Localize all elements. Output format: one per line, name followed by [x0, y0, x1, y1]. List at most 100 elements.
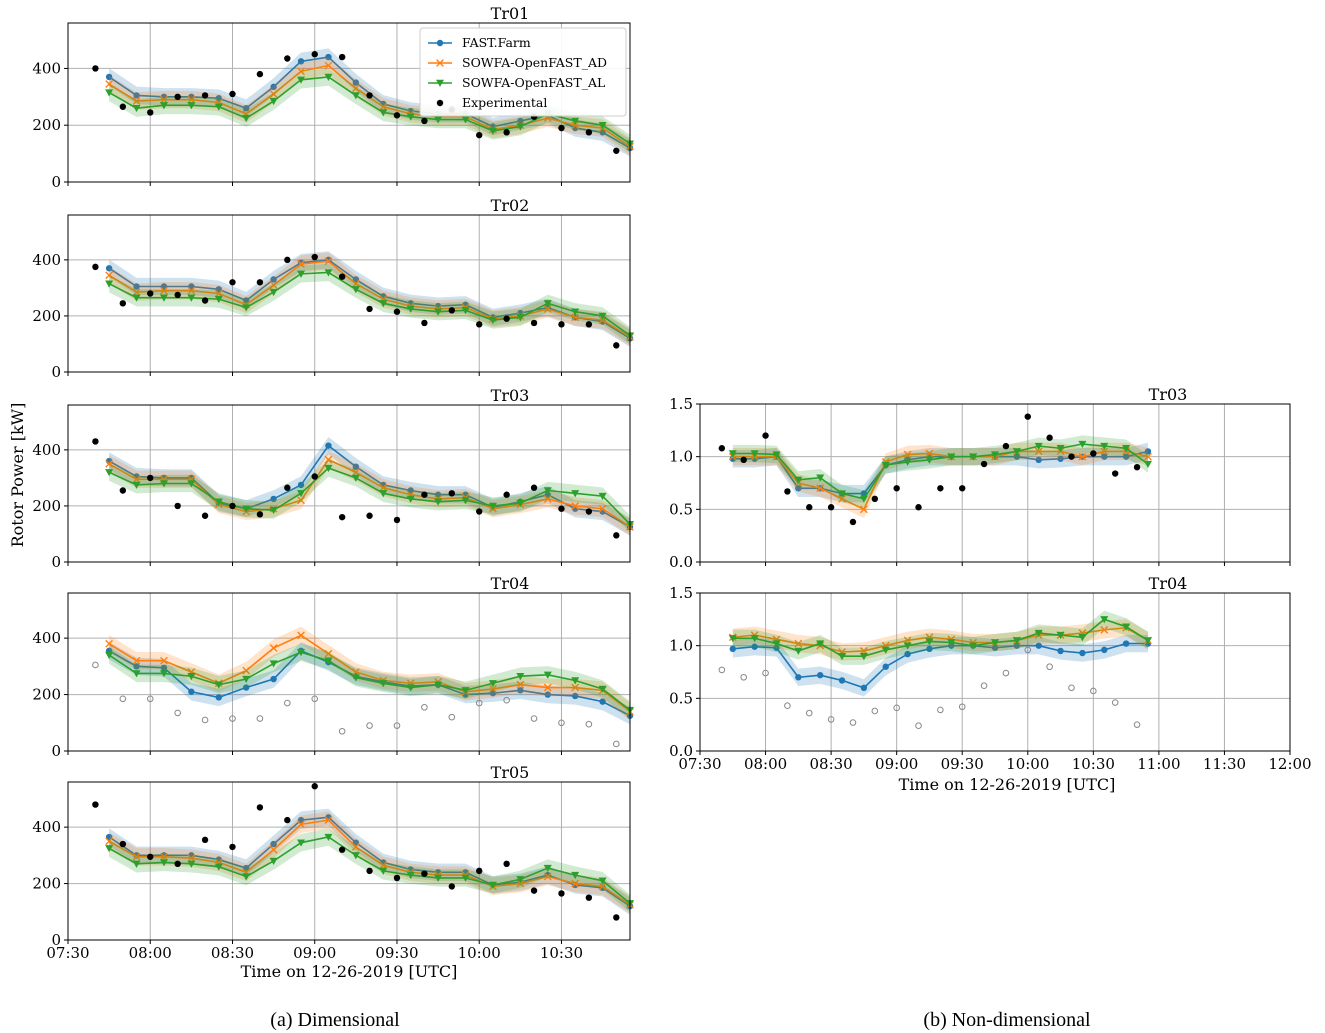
- data-point: [297, 67, 305, 76]
- data-point: [489, 685, 497, 693]
- data-point: [324, 464, 333, 473]
- uncertainty-band: [732, 634, 1148, 697]
- data-point: [461, 497, 470, 505]
- data-point: [132, 860, 141, 868]
- y-tick-label: 0.5: [669, 689, 693, 707]
- experimental-point: [871, 495, 879, 502]
- experimental-point: [393, 112, 401, 119]
- y-tick-label: 0: [51, 553, 61, 571]
- experimental-point: [805, 709, 813, 717]
- data-point: [795, 485, 802, 492]
- experimental-point: [718, 666, 726, 674]
- data-point: [215, 694, 222, 701]
- data-point: [751, 643, 758, 650]
- data-point: [1143, 637, 1152, 645]
- experimental-point: [585, 720, 593, 728]
- experimental-point: [1133, 464, 1141, 471]
- uncertainty-band: [109, 263, 630, 345]
- experimental-point: [1090, 687, 1097, 695]
- data-point: [105, 459, 114, 468]
- data-point: [132, 852, 141, 861]
- axes-frame: [699, 592, 1291, 752]
- data-point: [324, 657, 333, 665]
- data-point: [816, 484, 825, 493]
- data-point: [160, 95, 168, 104]
- experimental-point: [229, 90, 236, 98]
- experimental-point: [338, 846, 346, 853]
- data-point: [351, 84, 360, 93]
- data-point: [242, 114, 251, 123]
- uncertainty-band: [109, 437, 630, 536]
- panel-title: Tr02: [491, 196, 530, 215]
- experimental-point: [1068, 453, 1075, 460]
- experimental-point: [92, 438, 99, 445]
- data-point: [488, 316, 497, 325]
- experimental-point: [174, 93, 181, 101]
- data-point: [132, 294, 141, 302]
- y-tick-label: 0.0: [669, 553, 693, 571]
- data-point: [379, 867, 388, 875]
- data-point: [599, 129, 606, 136]
- panel-title: Tr01: [491, 4, 530, 23]
- experimental-point: [146, 695, 154, 703]
- experimental-point: [366, 867, 373, 875]
- axes-frame: [67, 404, 631, 563]
- data-point: [489, 689, 497, 697]
- data-point: [351, 852, 360, 860]
- data-point: [160, 656, 168, 665]
- data-point: [379, 861, 388, 870]
- data-point: [1122, 623, 1131, 631]
- data-point: [159, 102, 168, 110]
- data-point: [571, 683, 580, 692]
- data-point: [324, 257, 333, 266]
- data-point: [598, 504, 607, 513]
- data-point: [407, 487, 414, 494]
- experimental-point: [476, 131, 483, 139]
- y-tick-label: 400: [32, 818, 61, 836]
- data-point: [571, 121, 580, 130]
- data-point: [270, 675, 277, 683]
- data-point: [947, 453, 956, 461]
- data-point: [132, 475, 141, 484]
- data-point: [516, 879, 525, 888]
- data-point: [105, 73, 113, 81]
- data-point: [816, 640, 825, 648]
- data-point: [1012, 448, 1021, 456]
- experimental-point: [915, 722, 922, 730]
- y-tick-label: 200: [32, 875, 61, 893]
- data-point: [269, 90, 278, 98]
- data-point: [105, 469, 114, 477]
- data-point: [188, 283, 195, 290]
- data-point: [772, 640, 781, 648]
- data-point: [187, 102, 196, 110]
- experimental-point: [201, 297, 209, 304]
- data-point: [133, 283, 140, 290]
- uncertainty-band: [109, 451, 630, 536]
- data-point: [242, 304, 251, 312]
- experimental-point: [229, 715, 236, 722]
- data-point: [351, 279, 360, 288]
- experimental-point: [92, 801, 99, 808]
- uncertainty-band: [732, 610, 1148, 665]
- x-axis-label-a: Time on 12-26-2019 [UTC]: [241, 962, 458, 981]
- caption-b: (b) Non-dimensional: [923, 1009, 1091, 1031]
- experimental-point: [229, 843, 236, 851]
- data-point: [1034, 442, 1043, 451]
- data-point: [772, 451, 781, 459]
- experimental-point: [530, 484, 538, 491]
- series-line: [108, 458, 631, 528]
- series-line: [108, 651, 631, 711]
- data-point: [516, 673, 525, 681]
- y-tick-label: 400: [32, 629, 61, 647]
- y-tick-label: 1.5: [669, 584, 693, 602]
- experimental-point: [558, 124, 565, 132]
- axes-frame: [67, 781, 631, 941]
- y-tick-label: 0: [51, 363, 61, 381]
- x-tick-label: 11:00: [1137, 755, 1180, 773]
- data-point: [351, 842, 360, 851]
- experimental-point: [311, 695, 319, 703]
- data-point: [105, 837, 114, 846]
- experimental-point: [718, 445, 726, 452]
- data-point: [105, 639, 114, 648]
- plot-tr05-a: 07:30 08:00 08:30 09:00 09:30 10:00 10:30 0 200 4…: [32, 763, 634, 962]
